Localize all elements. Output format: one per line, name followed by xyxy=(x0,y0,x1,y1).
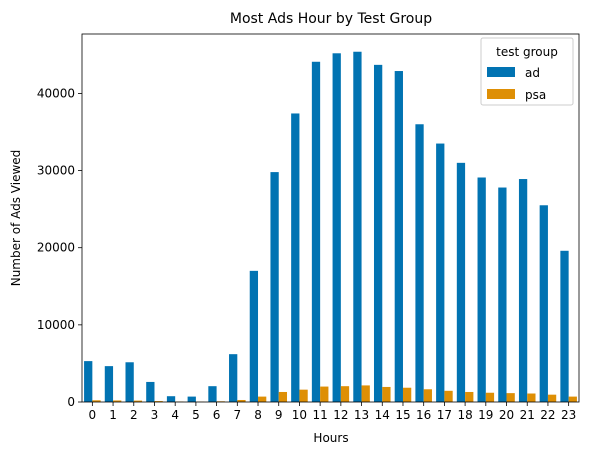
x-tick-label: 7 xyxy=(233,408,241,422)
x-tick-label: 20 xyxy=(499,408,514,422)
legend: test group ad psa xyxy=(481,38,573,105)
bar-psa-14 xyxy=(382,387,390,402)
legend-label-psa: psa xyxy=(525,88,546,102)
x-tick-label: 23 xyxy=(561,408,576,422)
bar-psa-11 xyxy=(320,387,328,402)
bar-ad-12 xyxy=(333,53,341,402)
x-tick-label: 17 xyxy=(437,408,452,422)
x-tick-label: 11 xyxy=(313,408,328,422)
bar-psa-18 xyxy=(465,392,473,402)
bar-psa-21 xyxy=(527,394,535,402)
x-tick-label: 8 xyxy=(254,408,262,422)
x-tick-label: 4 xyxy=(171,408,179,422)
bar-ad-18 xyxy=(457,163,465,402)
bar-ad-5 xyxy=(188,397,196,402)
x-tick-label: 13 xyxy=(354,408,369,422)
bar-psa-17 xyxy=(444,391,452,402)
x-tick-label: 21 xyxy=(520,408,535,422)
bar-psa-15 xyxy=(403,388,411,402)
bar-ad-1 xyxy=(105,366,113,402)
bar-ad-8 xyxy=(250,271,258,402)
legend-swatch-ad xyxy=(487,67,515,77)
x-tick-label: 3 xyxy=(151,408,159,422)
x-tick-label: 14 xyxy=(375,408,390,422)
bar-psa-10 xyxy=(299,390,307,402)
bar-psa-20 xyxy=(507,393,515,402)
bar-ad-20 xyxy=(498,188,506,402)
legend-swatch-psa xyxy=(487,89,515,99)
legend-label-ad: ad xyxy=(525,66,540,80)
x-tick-label: 6 xyxy=(213,408,221,422)
bar-ad-7 xyxy=(229,354,237,402)
y-axis-label: Number of Ads Viewed xyxy=(9,150,23,287)
bar-ad-6 xyxy=(208,386,216,402)
y-tick-label: 0 xyxy=(67,395,75,409)
bar-ad-10 xyxy=(291,113,299,402)
legend-title: test group xyxy=(496,45,558,59)
y-tick-label: 40000 xyxy=(37,86,75,100)
x-axis-label: Hours xyxy=(313,431,348,445)
bar-psa-16 xyxy=(424,389,432,402)
bar-ad-21 xyxy=(519,179,527,402)
bar-psa-12 xyxy=(341,386,349,402)
bar-psa-23 xyxy=(569,397,577,402)
bar-psa-22 xyxy=(548,395,556,402)
bar-ad-23 xyxy=(560,251,568,402)
x-tick-label: 19 xyxy=(478,408,493,422)
bar-ad-19 xyxy=(478,178,486,403)
x-tick-label: 15 xyxy=(395,408,410,422)
bar-ad-3 xyxy=(146,382,154,402)
x-tick-label: 9 xyxy=(275,408,283,422)
bar-ad-17 xyxy=(436,144,444,402)
bar-ad-13 xyxy=(353,52,361,402)
y-axis-ticks: 0 10000 20000 30000 40000 xyxy=(37,86,82,409)
bar-ad-16 xyxy=(415,124,423,402)
bar-ad-2 xyxy=(125,362,133,402)
bar-psa-9 xyxy=(279,392,287,402)
x-tick-label: 18 xyxy=(457,408,472,422)
x-tick-label: 5 xyxy=(192,408,200,422)
bar-ad-0 xyxy=(84,361,92,402)
bar-ad-9 xyxy=(270,172,278,402)
y-tick-label: 20000 xyxy=(37,241,75,255)
x-tick-label: 16 xyxy=(416,408,431,422)
y-tick-label: 30000 xyxy=(37,164,75,178)
bar-psa-13 xyxy=(362,385,370,402)
x-tick-label: 0 xyxy=(89,408,97,422)
bar-ad-15 xyxy=(395,71,403,402)
bar-psa-8 xyxy=(258,397,266,402)
x-tick-label: 22 xyxy=(540,408,555,422)
x-tick-label: 2 xyxy=(130,408,138,422)
x-tick-label: 1 xyxy=(109,408,117,422)
bar-ad-11 xyxy=(312,62,320,402)
bar-ad-22 xyxy=(540,205,548,402)
x-tick-label: 10 xyxy=(292,408,307,422)
y-tick-label: 10000 xyxy=(37,318,75,332)
x-axis-ticks: 0 1 2 3 4 5 6 7 8 9 10 11 12 13 14 15 16 17 18 19 20 21 22 23 xyxy=(89,402,577,422)
chart-title: Most Ads Hour by Test Group xyxy=(230,11,432,27)
bar-psa-19 xyxy=(486,393,494,402)
bar-ad-14 xyxy=(374,65,382,402)
bar-ad-4 xyxy=(167,396,175,402)
x-tick-label: 12 xyxy=(333,408,348,422)
